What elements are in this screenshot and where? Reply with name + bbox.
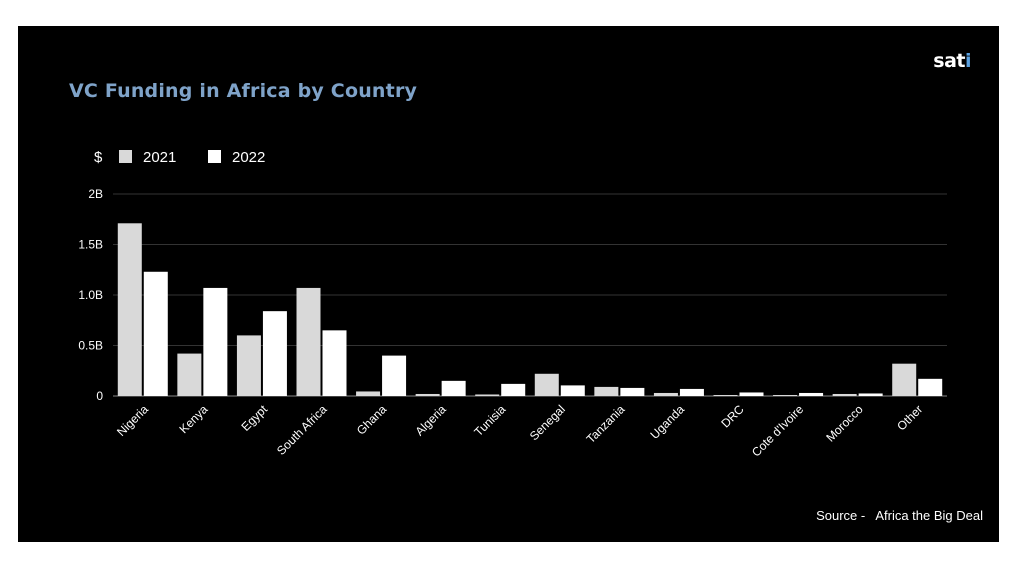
bar-2022: [501, 383, 526, 396]
bar-2022: [679, 388, 704, 396]
x-tick-label: Uganda: [647, 402, 687, 442]
bar-2022: [203, 287, 228, 396]
bar-2021: [832, 393, 857, 396]
y-tick-label: 2B: [88, 187, 103, 201]
bar-2022: [262, 311, 287, 396]
unit-label: $: [94, 149, 103, 166]
x-tick-label: DRC: [718, 402, 747, 431]
x-tick-label: Kenya: [177, 402, 211, 436]
y-tick-label: 0: [96, 389, 103, 403]
x-tick-label: Cote d'Ivoire: [749, 402, 806, 459]
slide-panel: VC Funding in Africa by Country sati Sou…: [18, 26, 999, 542]
legend-label-2021: 2021: [143, 149, 176, 166]
bar-2021: [713, 395, 738, 396]
legend-swatch-2021: [119, 150, 132, 163]
logo-accent: i: [964, 50, 972, 72]
bar-2021: [117, 223, 142, 396]
bar-2022: [620, 387, 645, 396]
bar-2021: [356, 391, 381, 396]
y-tick-label: 1.5B: [78, 238, 103, 252]
bar-2022: [382, 355, 407, 396]
x-tick-label: Morocco: [823, 402, 866, 445]
x-tick-label: Senegal: [527, 402, 568, 443]
x-tick-label: Nigeria: [114, 402, 151, 439]
x-tick-label: Tunisia: [471, 402, 508, 439]
x-tick-label: Tanzania: [584, 402, 628, 446]
y-tick-label: 1.0B: [78, 288, 103, 302]
legend-swatch-2022: [208, 150, 221, 163]
bar-2021: [415, 393, 440, 396]
x-tick-label: Other: [894, 402, 925, 433]
chart-title: VC Funding in Africa by Country: [69, 80, 418, 102]
bar-2021: [236, 335, 261, 396]
x-tick-label: Ghana: [354, 402, 390, 438]
source-note: Source - Africa the Big Deal: [816, 508, 983, 523]
bar-2022: [918, 378, 943, 396]
bar-2021: [296, 287, 321, 396]
bar-2022: [858, 393, 883, 396]
bar-2021: [475, 394, 500, 396]
x-tick-label: South Africa: [274, 402, 330, 458]
x-tick-label: Algeria: [412, 402, 449, 439]
bar-2022: [322, 330, 347, 396]
bar-2021: [773, 395, 798, 396]
bar-2021: [892, 363, 917, 396]
bar-2021: [534, 373, 559, 396]
bar-2022: [143, 271, 168, 396]
bar-2022: [560, 385, 585, 396]
legend-label-2022: 2022: [232, 149, 265, 166]
sati-logo: sati: [933, 50, 971, 72]
x-tick-label: Egypt: [238, 402, 270, 434]
bar-2022: [441, 380, 466, 396]
bar-2021: [177, 353, 202, 396]
bar-2021: [653, 392, 678, 396]
bar-2022: [739, 392, 764, 396]
bar-2022: [799, 392, 824, 396]
logo-text: sat: [933, 50, 965, 72]
bar-2021: [594, 386, 619, 396]
y-tick-label: 0.5B: [78, 339, 103, 353]
